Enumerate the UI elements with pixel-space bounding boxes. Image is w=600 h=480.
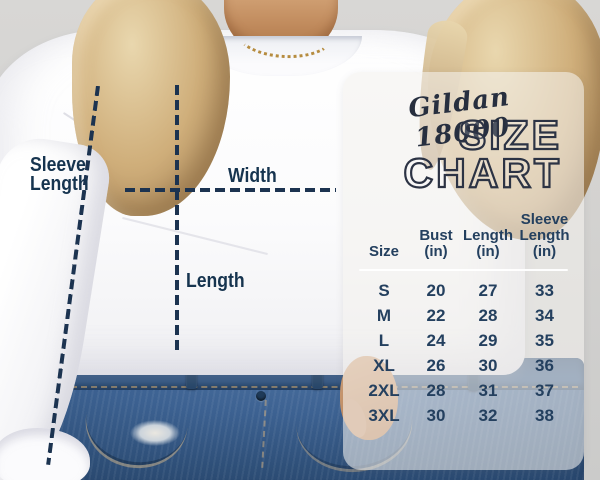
sleeve-length-label-line1: Sleeve [30,154,86,176]
sleeve-cell: 38 [535,405,554,425]
jeans-distressed-patch [130,420,180,446]
size-cell: S [378,280,390,300]
width-label: Width [228,165,277,187]
table-header-row: Size Bust (in) Length (in) Sleeve Length… [355,212,572,260]
table-row: 2XL 28 31 37 [355,378,572,403]
sleeve-length-label-line2: Length [30,173,89,195]
table-row: 3XL 30 32 38 [355,403,572,428]
bust-cell: 26 [426,355,446,375]
header-line: Sleeve [520,211,569,228]
sleeve-cell: 37 [535,380,554,400]
header-line: Length [463,227,513,244]
bust-cell: 22 [426,305,446,325]
sleeve-cell: 35 [535,330,554,350]
column-header-bust: Bust (in) [413,228,459,260]
table-row: S 20 27 33 [355,278,572,303]
size-chart-title-line1: SIZE [458,112,562,158]
size-chart-title-line2: CHART [402,150,562,196]
bust-cell: 30 [426,405,446,425]
length-cell: 29 [478,330,498,350]
sleeve-cell: 33 [535,280,554,300]
header-line: Length [519,227,570,244]
header-line: Bust [419,227,453,244]
size-cell: L [378,330,390,350]
size-cell: 2XL [368,380,400,400]
length-cell: 28 [478,305,498,325]
header-line: (in) [476,243,500,260]
size-chart-panel: Gildan 18000 SIZE CHART Size Bust (in) L… [343,72,584,470]
bust-cell: 28 [426,380,446,400]
table-row: XL 26 30 36 [355,353,572,378]
sleeve-length-label: Sleeve Length [30,154,89,195]
sleeve-cell: 34 [535,305,554,325]
jeans-button [256,391,266,401]
size-cell: M [376,305,392,325]
header-line: Size [368,243,399,260]
table-body: S 20 27 33 M 22 28 34 L 24 29 35 XL 26 3… [355,278,572,428]
table-row: M 22 28 34 [355,303,572,328]
header-line: (in) [532,243,557,260]
column-header-length: Length (in) [459,228,517,260]
column-header-sleeve-length: Sleeve Length (in) [517,212,572,260]
length-cell: 27 [478,280,498,300]
table-row: L 24 29 35 [355,328,572,353]
width-dashed-line [125,188,336,192]
bust-cell: 20 [426,280,446,300]
header-divider [359,269,568,271]
belt-loop [312,362,323,389]
column-header-size: Size [355,244,413,260]
belt-loop [186,362,197,389]
length-cell: 31 [478,380,498,400]
size-chart-title: SIZE CHART [402,112,562,196]
length-cell: 32 [478,405,498,425]
header-line: (in) [424,243,448,260]
length-cell: 30 [478,355,498,375]
length-dashed-line [175,85,179,352]
sleeve-cell: 36 [535,355,554,375]
length-label: Length [186,270,245,292]
size-cell: XL [373,355,395,375]
bust-cell: 24 [426,330,446,350]
size-cell: 3XL [368,405,400,425]
